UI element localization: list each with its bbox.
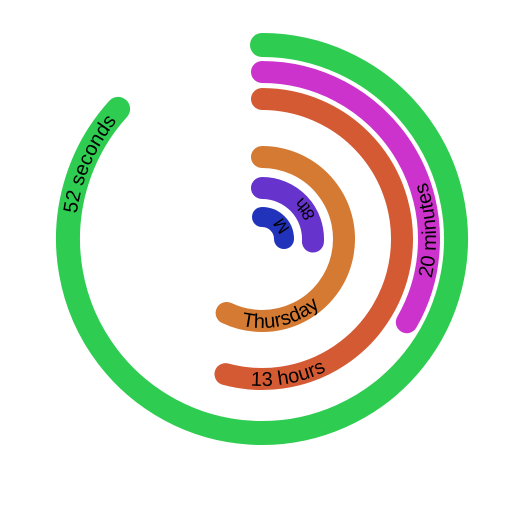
minutes-ring-label: 20 minutes (410, 180, 441, 279)
minutes-ring (251, 61, 440, 334)
weekday-ring-label: Thursday (241, 293, 323, 333)
seconds-ring (56, 33, 468, 445)
hours-ring (214, 88, 413, 390)
weekday-ring (215, 146, 355, 332)
hours-ring-label: 13 hours (250, 356, 328, 391)
date-ring (251, 177, 324, 253)
month-ring (252, 207, 294, 249)
